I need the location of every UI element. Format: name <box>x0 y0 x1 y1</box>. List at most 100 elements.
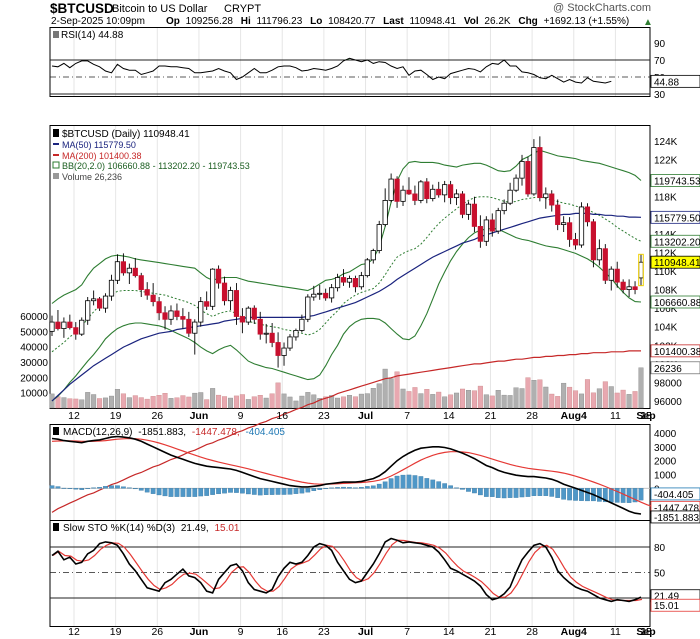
bb-lower-tag-box <box>650 295 700 309</box>
volume-bar <box>608 386 614 409</box>
price-y-tick-label: 124K <box>654 137 678 148</box>
macd-histogram-bar <box>638 488 644 501</box>
sto-legend-d: 15.01 <box>214 523 239 534</box>
volume-bar <box>192 392 198 409</box>
macd-line <box>51 435 642 515</box>
candle-body <box>156 301 162 314</box>
price-y-tick-label: 118K <box>654 193 677 204</box>
volume-bar <box>364 393 370 409</box>
macd-histogram-bar <box>406 474 412 489</box>
volume-bar <box>329 395 335 409</box>
volume-bar <box>239 394 245 409</box>
candle-body <box>590 221 597 261</box>
hi-label: Hi <box>241 16 251 27</box>
volume-bar <box>382 368 388 409</box>
candle-body <box>376 224 382 251</box>
volume-bar <box>489 395 495 409</box>
macd-histogram-bar <box>198 488 204 497</box>
macd-histogram-bar <box>543 488 549 496</box>
macd-histogram-bar <box>400 474 406 489</box>
last-value: 110948.41 <box>410 16 457 27</box>
macd-histogram-bar <box>269 488 275 495</box>
macd-histogram-bar <box>204 488 210 496</box>
candle-body <box>442 184 448 196</box>
candle-body <box>186 318 192 334</box>
macd-histogram-bar <box>424 478 430 489</box>
candle-body <box>221 282 228 302</box>
volume-bar <box>460 388 466 409</box>
price-y-tick-label: 106K <box>654 304 678 315</box>
volume-last-tag-box <box>650 361 700 375</box>
x-tick-label: 12 <box>68 410 80 422</box>
volume-last-tag: 26236 <box>654 364 682 375</box>
candle-body <box>436 188 442 196</box>
volume-bar <box>626 394 632 409</box>
volume-bar <box>465 390 471 409</box>
x-tick-label: 16 <box>276 626 288 638</box>
last-candle-highlight <box>638 253 644 287</box>
rsi-y-tick-label: 90 <box>654 39 666 50</box>
x-tick-label: Jul <box>358 626 373 638</box>
candle-body <box>543 193 549 199</box>
candle-body <box>108 279 115 297</box>
rsi-last-tag-box <box>650 74 700 88</box>
candle-body <box>144 289 150 296</box>
macd-histogram-bar <box>466 488 471 492</box>
macd-histogram-bar <box>602 488 608 503</box>
volume-bar <box>126 397 132 409</box>
volume-bar <box>85 392 91 409</box>
macd-histogram-bar <box>91 487 96 489</box>
volume-legend-text: Volume 26,236 <box>62 172 122 182</box>
x-tick-label: 11 <box>610 626 621 638</box>
volume-bar <box>614 392 620 409</box>
macd-histogram-bar <box>418 476 424 489</box>
price-y-tick-label: 104K <box>654 323 678 334</box>
op-label: Op <box>166 16 180 27</box>
volume-bar <box>370 388 376 409</box>
macd-histogram-bar <box>478 488 483 496</box>
macd-legend-text: MACD(12,26,9) -1851.883, -1447.478, -404… <box>63 427 285 438</box>
volume-bar <box>579 393 585 409</box>
macd-histogram-bar <box>228 488 233 493</box>
macd-histogram-bar <box>347 487 352 489</box>
candle-body <box>102 295 109 309</box>
macd-histogram-bar <box>103 486 108 489</box>
x-tick-label: 9 <box>238 410 244 422</box>
macd-histogram-bar <box>519 488 525 498</box>
volume-bar <box>281 393 287 409</box>
candle-body <box>233 290 240 317</box>
candle-body <box>495 210 501 232</box>
candle-body <box>67 321 73 329</box>
macd-histogram-bar <box>460 488 465 490</box>
x-tick-label: 21 <box>485 626 497 638</box>
macd-histogram-bar <box>567 488 572 501</box>
macd-histogram-bar <box>126 487 132 489</box>
candle-body <box>501 202 507 212</box>
candle-body <box>430 188 436 199</box>
volume-bar <box>263 397 269 409</box>
macd-histogram-bar <box>192 488 198 497</box>
ma200-tag-box <box>650 344 700 358</box>
volume-bar <box>227 397 233 409</box>
macd-histogram-bar <box>549 488 555 497</box>
candle-body <box>525 161 531 195</box>
volume-bar <box>543 386 549 409</box>
x-tick-label: Aug4 <box>561 626 587 638</box>
macd-histogram-bar <box>412 475 418 489</box>
bb-upper-tag: 119743.53 <box>654 177 700 188</box>
x-tick-label: 28 <box>526 626 538 638</box>
date-time: 2-Sep-2025 10:09pm <box>51 16 145 27</box>
macd-histogram-bar <box>317 488 323 490</box>
x-tick-label: 16 <box>276 410 288 422</box>
bb-lower-tag: 106660.88 <box>654 298 700 309</box>
macd-histogram-bar <box>180 488 186 497</box>
chg-label: Chg <box>518 16 537 27</box>
x-tick-label: 28 <box>526 410 538 422</box>
candle-body <box>198 301 204 323</box>
macd-y-tick-label: 1000 <box>654 471 677 482</box>
price-y-tick-label: 110K <box>654 267 677 278</box>
volume-bar <box>156 395 162 409</box>
volume-bar <box>233 395 239 409</box>
macd-histogram-bar <box>620 488 626 503</box>
volume-bar <box>448 394 454 409</box>
